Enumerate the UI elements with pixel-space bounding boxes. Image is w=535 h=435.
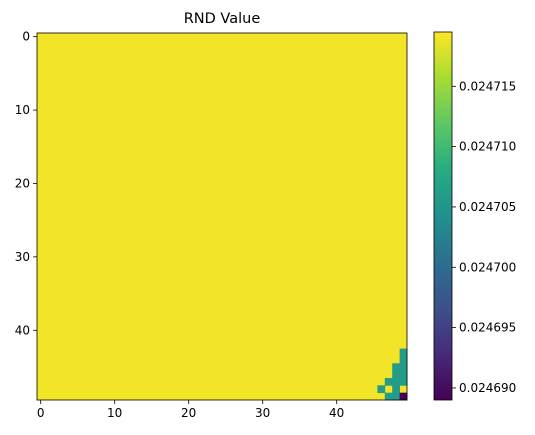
- heatmap-cell: [384, 377, 393, 386]
- heatmap-cell: [392, 363, 400, 372]
- colorbar-tick-label: 0.024700: [459, 260, 516, 274]
- y-axis: 0 10 20 30 40: [15, 30, 37, 337]
- x-tick-label: 20: [181, 406, 196, 420]
- heatmap-background-cell: [37, 33, 407, 400]
- heatmap-cell: [399, 363, 408, 372]
- x-tick-label: 40: [329, 406, 344, 420]
- y-tick-label: 30: [15, 250, 30, 264]
- heatmap-cell: [392, 392, 400, 401]
- y-tick-label: 0: [22, 30, 30, 44]
- y-tick-label: 20: [15, 176, 30, 190]
- heatmap-cell: [399, 348, 408, 357]
- y-tick-label: 40: [15, 323, 30, 337]
- colorbar-frame: [433, 31, 453, 401]
- heatmap-cell: [392, 370, 400, 379]
- colorbar-tick-label: 0.024710: [459, 140, 516, 154]
- x-tick-label: 10: [107, 406, 122, 420]
- colorbar-tick-label: 0.024705: [459, 200, 516, 214]
- y-tick-label: 10: [15, 103, 30, 117]
- colorbar-gradient: [434, 32, 452, 400]
- heatmap-cell: [384, 392, 393, 401]
- heatmap-cells: [37, 33, 408, 401]
- plot-frame: [36, 32, 408, 401]
- heatmap-cell: [399, 377, 408, 386]
- chart-title: RND Value: [184, 11, 261, 27]
- colorbar-tick-label: 0.024715: [459, 79, 516, 93]
- heatmap-cell: [399, 355, 408, 364]
- heatmap-cell: [399, 370, 408, 379]
- x-tick-label: 30: [255, 406, 270, 420]
- x-axis: 0 10 20 30 40: [37, 400, 344, 420]
- heatmap-cell: [399, 392, 408, 401]
- colorbar: 0.024690 0.024695 0.024700 0.024705 0.024710…: [433, 31, 516, 401]
- x-tick-label: 0: [37, 406, 45, 420]
- heatmap-cell: [392, 385, 400, 394]
- heatmap-cell: [377, 385, 386, 394]
- heatmap-cell: [392, 377, 400, 386]
- colorbar-tick-label: 0.024690: [459, 381, 516, 395]
- colorbar-tick-label: 0.024695: [459, 321, 516, 335]
